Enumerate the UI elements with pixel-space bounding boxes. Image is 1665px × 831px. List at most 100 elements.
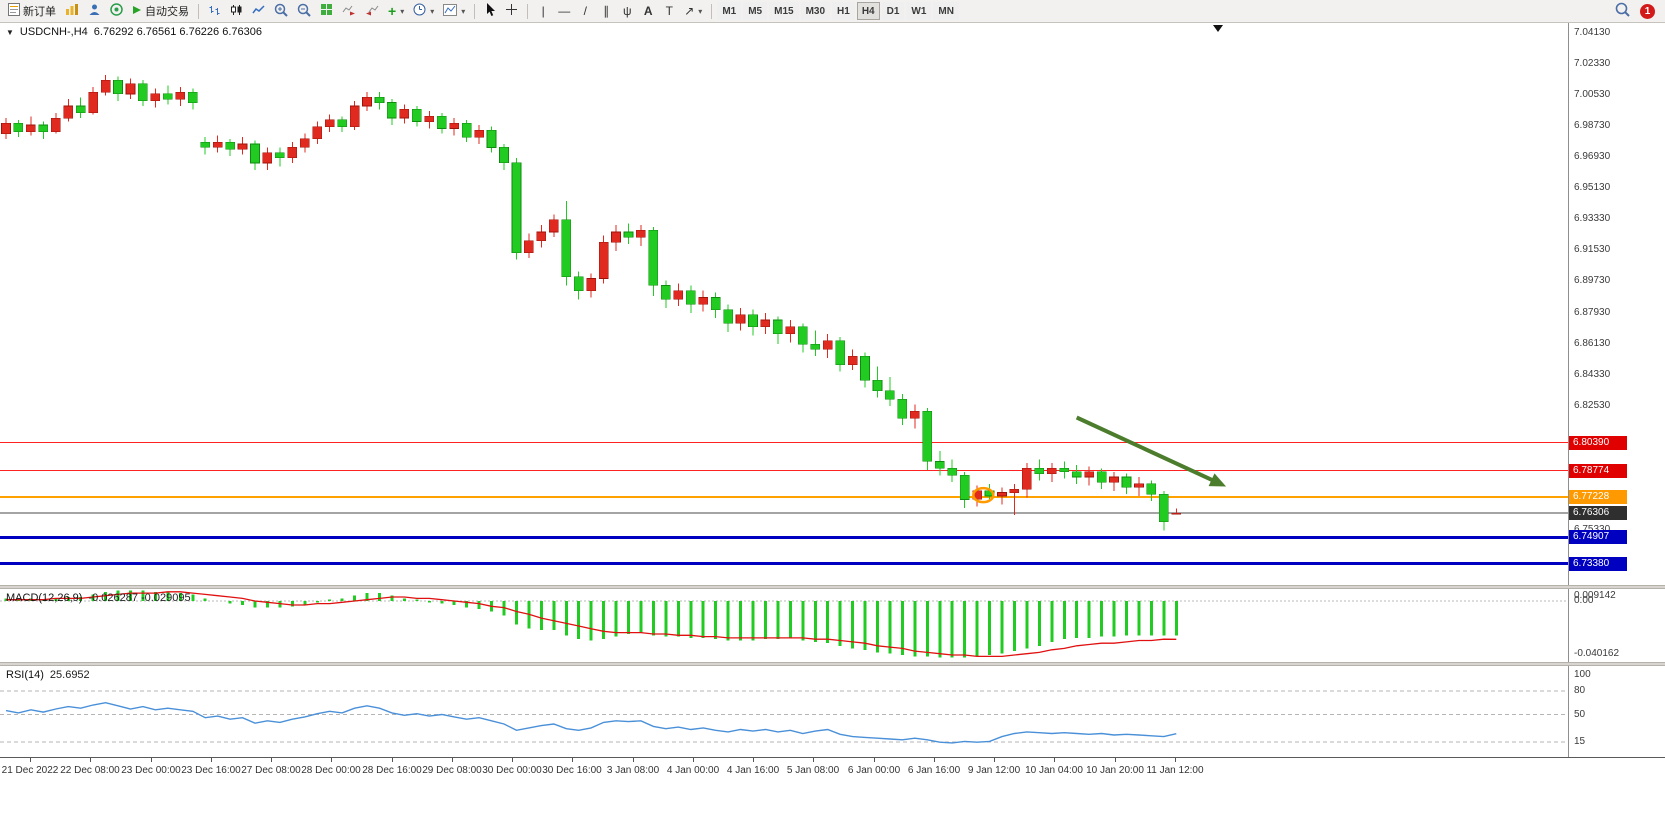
time-axis-label: 10 Jan 04:00	[1025, 765, 1083, 776]
bar-chart-mode-button[interactable]	[204, 1, 225, 21]
timeframe-button-m30[interactable]: M30	[800, 2, 831, 20]
candle	[374, 97, 385, 103]
candle	[623, 231, 634, 238]
time-axis-tick	[1054, 758, 1055, 762]
candle	[947, 468, 958, 476]
alerts-button[interactable]	[106, 1, 127, 21]
vertical-line-tool-button[interactable]: |	[533, 1, 553, 21]
main-chart-panel[interactable]: ▼ USDCNH-,H4 6.76292 6.76561 6.76226 6.7…	[0, 23, 1568, 585]
candle	[100, 79, 111, 93]
trendline-tool-button[interactable]: /	[575, 1, 595, 21]
indicators-button[interactable]: + ▾	[384, 1, 408, 21]
panel-separator[interactable]	[0, 585, 1665, 589]
candle	[524, 240, 534, 254]
time-axis-tick	[90, 758, 91, 762]
channel-tool-button[interactable]: ∥	[596, 1, 616, 21]
chart-header: ▼ USDCNH-,H4 6.76292 6.76561 6.76226 6.7…	[6, 26, 262, 38]
candle	[200, 141, 210, 148]
timeframe-button-w1[interactable]: W1	[906, 2, 932, 20]
candle	[499, 147, 509, 164]
timeframe-button-h1[interactable]: H1	[832, 2, 855, 20]
timeframe-button-d1[interactable]: D1	[881, 2, 905, 20]
horizontal-line-tool-button[interactable]: —	[554, 1, 574, 21]
candle	[1034, 468, 1045, 474]
chart-shift-button[interactable]	[361, 1, 383, 21]
zoom-in-button[interactable]	[270, 1, 292, 21]
fibonacci-icon: ψ	[622, 4, 632, 18]
macd-plot	[0, 590, 1568, 658]
label-tool-button[interactable]: T	[659, 1, 679, 21]
time-axis-tick	[452, 758, 453, 762]
auto-trading-button[interactable]: 自动交易	[128, 1, 193, 21]
time-axis-label: 9 Jan 12:00	[967, 765, 1021, 776]
macd-panel[interactable]: MACD(12,26,9) -0.026287 -0.029095	[0, 589, 1568, 662]
price-axis-label: 6.98730	[1574, 120, 1611, 131]
zoom-out-button[interactable]	[293, 1, 315, 21]
periods-button[interactable]: ▾	[409, 1, 438, 21]
timeframe-button-m5[interactable]: M5	[743, 2, 768, 20]
arrow-tools-button[interactable]: ↗ ▾	[680, 1, 706, 21]
cursor-button[interactable]	[480, 1, 500, 21]
auto-scroll-button[interactable]	[338, 1, 360, 21]
crosshair-button[interactable]	[501, 1, 522, 21]
new-order-icon	[8, 3, 20, 19]
panel-separator[interactable]	[0, 662, 1665, 666]
candle	[424, 116, 435, 122]
timeframe-button-h4[interactable]: H4	[856, 2, 880, 20]
candle	[63, 105, 74, 119]
timeframe-button-m15[interactable]: M15	[769, 2, 799, 20]
rsi-title: RSI(14)	[6, 669, 44, 681]
candle	[735, 314, 746, 324]
charts-button[interactable]	[61, 1, 83, 21]
timeframe-button-mn[interactable]: MN	[933, 2, 959, 20]
tile-windows-button[interactable]	[316, 1, 337, 21]
candle	[474, 129, 484, 138]
macd-axis[interactable]: 0.009142 0.00 -0.040162	[1568, 589, 1665, 662]
candle	[1121, 476, 1132, 488]
fibonacci-tool-button[interactable]: ψ	[617, 1, 637, 21]
time-axis-tick	[572, 758, 573, 762]
rsi-panel[interactable]: RSI(14) 25.6952	[0, 666, 1568, 757]
search-button[interactable]	[1611, 1, 1634, 21]
time-axis-label: 6 Jan 00:00	[847, 765, 901, 776]
candle	[885, 390, 895, 400]
time-axis-tick	[271, 758, 272, 762]
chart-shift-icon	[365, 4, 379, 19]
line-chart-mode-button[interactable]	[248, 1, 269, 21]
rsi-axis-label: 15	[1574, 736, 1586, 747]
candle	[188, 91, 198, 103]
rsi-axis[interactable]: 100 80 50 15	[1568, 666, 1665, 757]
time-axis-tick	[151, 758, 152, 762]
toolbar-right-group: 1	[1611, 1, 1661, 21]
candlestick-mode-button[interactable]	[226, 1, 247, 21]
profile-button[interactable]	[84, 1, 105, 21]
toolbar-separator	[527, 3, 529, 19]
new-order-button[interactable]: 新订单	[4, 1, 60, 21]
templates-button[interactable]: ▾	[439, 1, 469, 21]
time-axis-label: 4 Jan 16:00	[726, 765, 780, 776]
time-axis-tick	[392, 758, 393, 762]
auto-trading-play-icon	[132, 5, 142, 18]
price-axis[interactable]: 7.04130 7.02330 7.00530 6.98730 6.96930 6.951…	[1568, 23, 1665, 585]
timeframe-button-m1[interactable]: M1	[717, 2, 742, 20]
candle	[1009, 488, 1020, 493]
candle	[561, 219, 572, 278]
candle	[760, 319, 771, 328]
zoom-in-icon	[274, 3, 288, 20]
scroll-to-end-marker[interactable]	[1213, 25, 1223, 32]
time-axis-tick	[753, 758, 754, 762]
time-axis-tick	[994, 758, 995, 762]
candle	[1071, 471, 1082, 478]
candle	[312, 126, 323, 140]
rsi-axis-label: 50	[1574, 709, 1586, 720]
time-axis-tick	[1175, 758, 1176, 762]
text-tool-button[interactable]: A	[638, 1, 658, 21]
candle	[586, 278, 596, 291]
time-axis[interactable]: 21 Dec 2022 22 Dec 08:00 23 Dec 00:00 23 De…	[0, 757, 1665, 783]
toolbar-separator	[474, 3, 476, 19]
notification-badge[interactable]: 1	[1640, 3, 1655, 19]
time-axis-label: 23 Dec 16:00	[181, 765, 241, 776]
time-axis-tick	[30, 758, 31, 762]
rsi-axis-label: 80	[1574, 685, 1586, 696]
chart-dropdown-caret-icon[interactable]: ▼	[6, 27, 14, 37]
